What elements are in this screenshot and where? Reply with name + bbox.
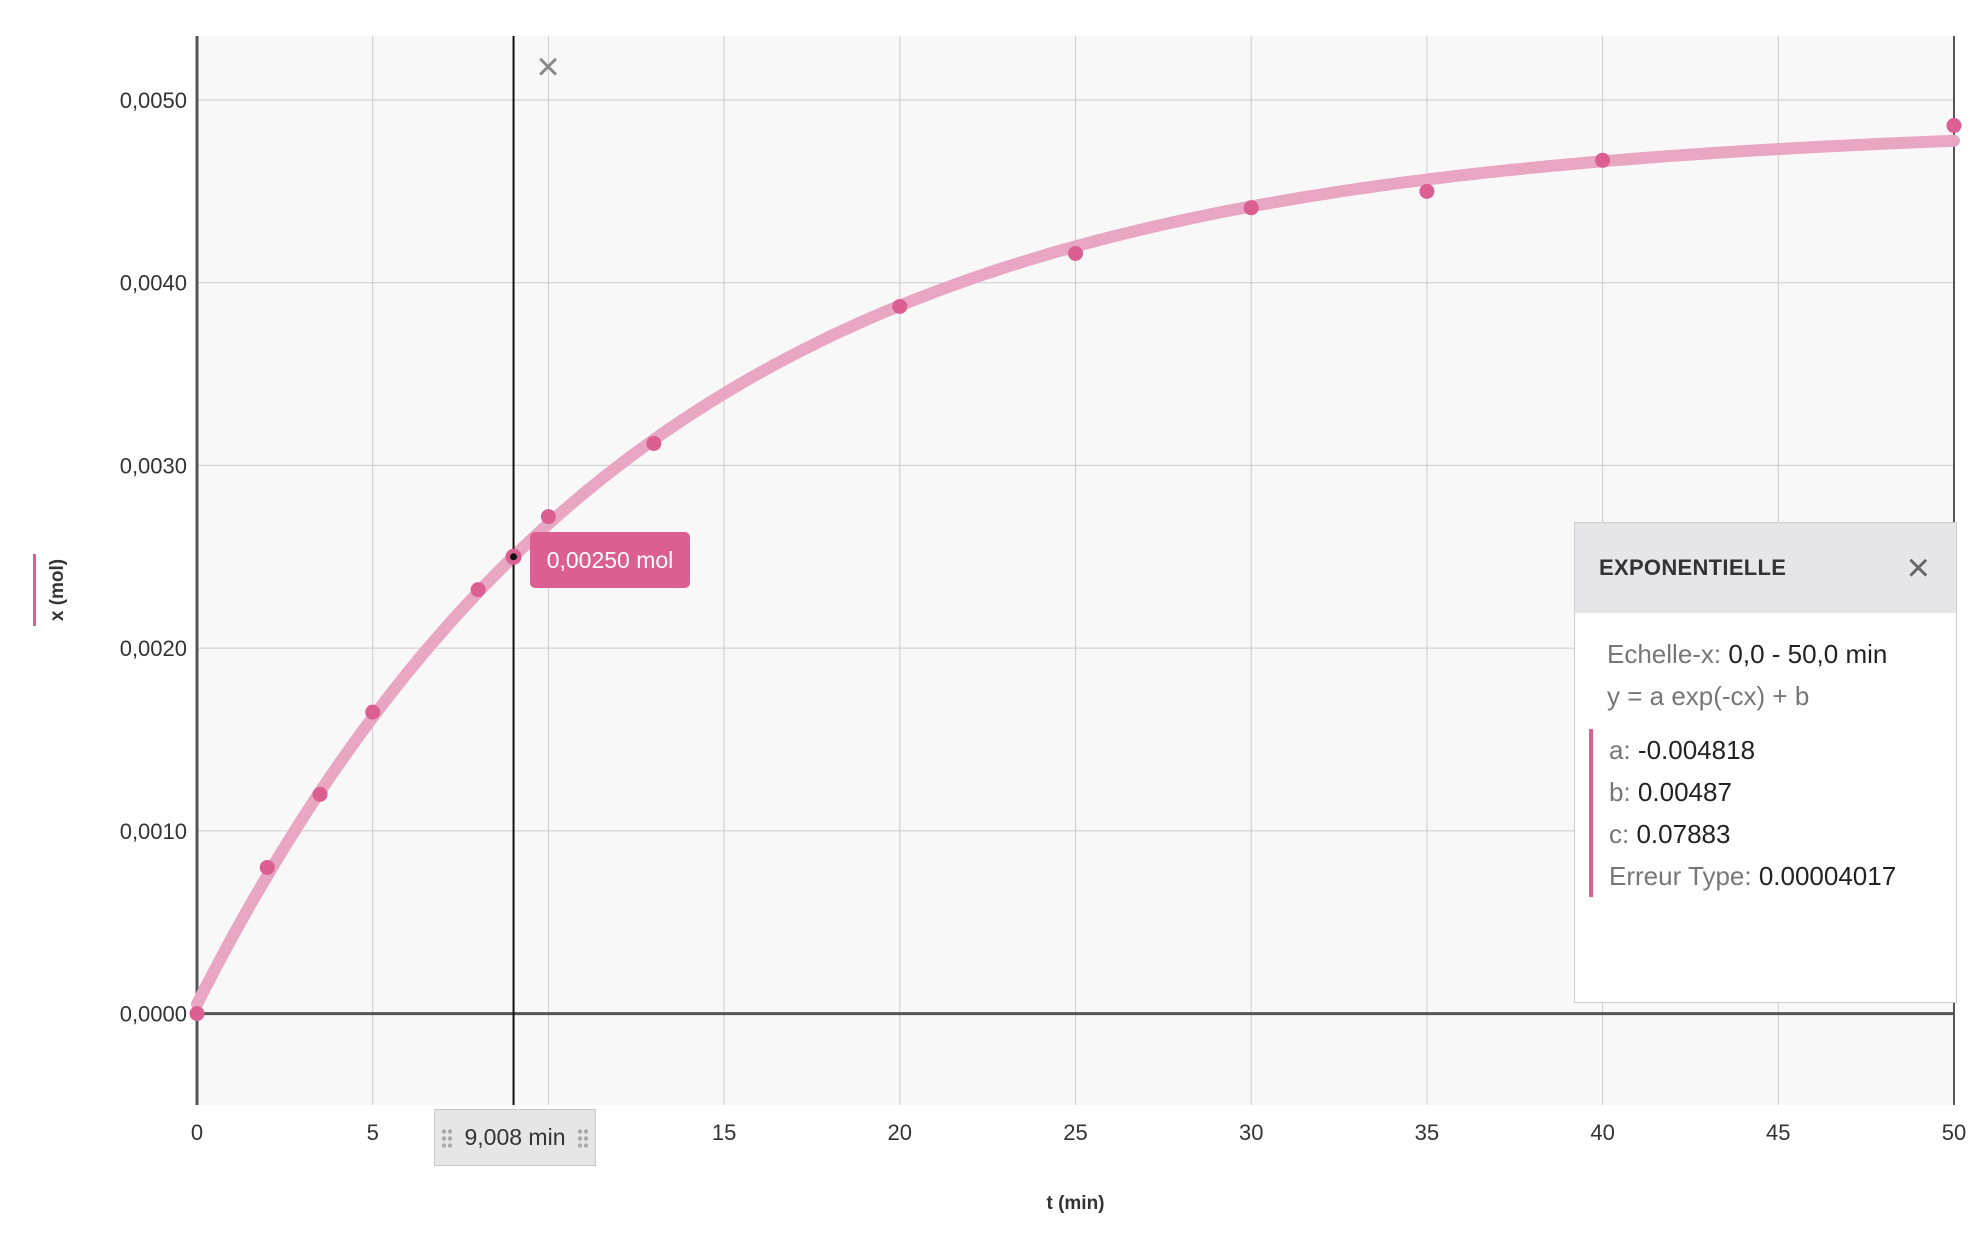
data-point[interactable] [312,786,328,802]
y-tick-label: 0,0020 [120,636,187,661]
cursor-layer [505,36,522,1105]
data-point[interactable] [470,582,486,598]
y-tick-label: 0,0040 [120,271,187,296]
y-axis-series-marker [33,554,36,626]
data-point[interactable] [646,435,662,451]
param-row: Erreur Type: 0.00004017 [1609,855,1956,897]
data-points [189,118,1962,1022]
x-tick-label: 0 [191,1120,203,1145]
y-tick-label: 0,0050 [120,88,187,113]
cursor-x-readout[interactable]: 9,008 min [434,1109,596,1166]
x-tick-label: 25 [1063,1120,1087,1145]
data-point[interactable] [540,509,556,525]
x-axis-title: t (min) [1046,1193,1104,1214]
x-tick-label: 5 [367,1120,379,1145]
curve-fit-title: EXPONENTIELLE [1599,555,1787,580]
data-point[interactable] [365,704,381,720]
y-tick-label: 0,0010 [120,819,187,844]
y-axis-title: x (mol) [47,559,68,621]
x-tick-label: 15 [712,1120,736,1145]
x-tick-label: 50 [1942,1120,1966,1145]
y-tick-label: 0,0000 [120,1002,187,1027]
param-value: 0.00004017 [1758,861,1897,891]
data-point[interactable] [1068,245,1083,261]
curve-fit-panel: EXPONENTIELLE × Echelle-x: 0,0 - 50,0 mi… [1574,522,1957,1003]
x-tick-label: 40 [1590,1120,1614,1145]
param-label: a: [1609,735,1631,765]
data-point[interactable] [259,859,275,875]
param-value: 0.07883 [1636,819,1731,849]
cursor-y-value: 0,00250 mol [546,546,674,573]
cursor-x-value: 9,008 min [464,1124,566,1150]
tick-labels: 0,0000 0,0010 0,0020 0,0030 0,0040 0,0050 0 5 15… [120,88,1967,1145]
remove-cursor-icon[interactable]: × [536,45,560,89]
curve-fit-header: EXPONENTIELLE × [1575,523,1956,613]
param-row: a: -0.004818 [1609,729,1956,771]
param-value: 0.00487 [1637,777,1732,807]
data-point[interactable] [892,298,908,314]
x-tick-label: 30 [1239,1120,1263,1145]
param-row: c: 0.07883 [1609,813,1956,855]
close-icon[interactable]: × [1906,546,1930,590]
curve-fit-body: Echelle-x: 0,0 - 50,0 min y = a exp(-cx)… [1575,613,1956,897]
drag-handle-icon[interactable] [441,1128,453,1148]
data-point[interactable] [189,1006,205,1022]
data-point[interactable] [1946,118,1962,134]
y-tick-label: 0,0030 [120,453,187,478]
data-point[interactable] [1419,183,1435,199]
x-tick-label: 20 [888,1120,912,1145]
x-scale-value: 0,0 - 50,0 min [1728,639,1888,669]
param-label: Erreur Type: [1609,861,1752,891]
param-row: b: 0.00487 [1609,771,1956,813]
x-tick-label: 45 [1766,1120,1790,1145]
x-scale-label: Echelle-x: [1607,639,1722,669]
drag-handle-icon[interactable] [577,1128,589,1148]
data-point[interactable] [1243,200,1259,216]
param-label: b: [1609,777,1631,807]
x-scale-row: Echelle-x: 0,0 - 50,0 min [1607,633,1956,675]
cursor-point-center [510,553,518,561]
fit-equation: y = a exp(-cx) + b [1607,681,1810,711]
param-label: c: [1609,819,1630,849]
param-value: -0.004818 [1637,735,1756,765]
data-point[interactable] [1595,152,1611,168]
cursor-y-readout: 0,00250 mol [530,532,690,588]
fit-parameters: a: -0.004818 b: 0.00487 c: 0.07883 Erreu… [1589,729,1956,897]
x-tick-label: 35 [1415,1120,1439,1145]
